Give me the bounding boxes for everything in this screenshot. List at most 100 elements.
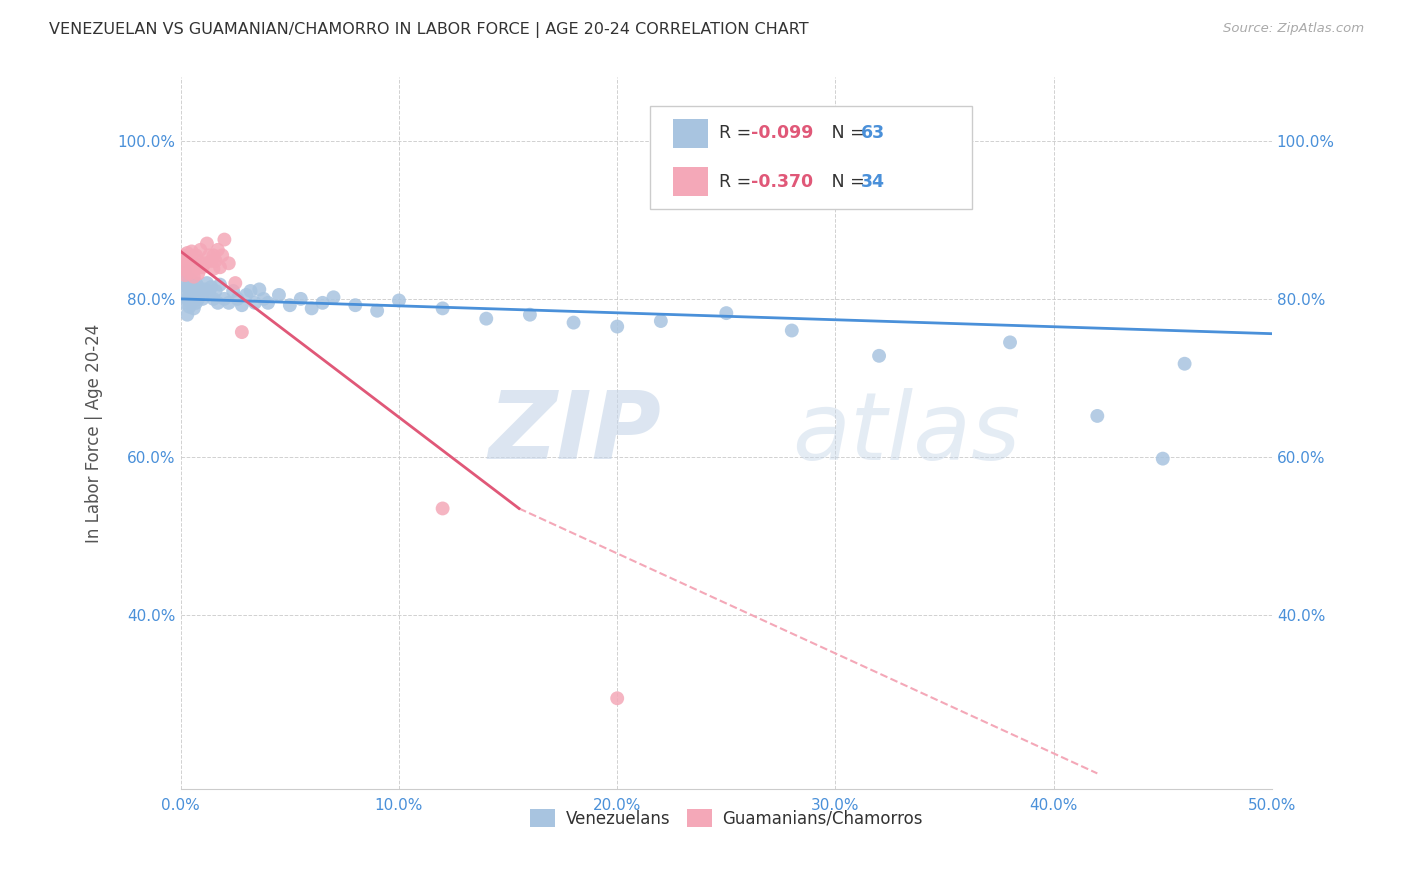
Point — [176, 246, 198, 260]
Point — [174, 284, 197, 298]
Point — [214, 292, 236, 306]
Point — [388, 293, 411, 308]
Point — [184, 296, 207, 310]
Point — [198, 285, 221, 300]
Text: R =: R = — [718, 125, 756, 143]
Point — [1152, 451, 1174, 466]
Point — [200, 280, 222, 294]
Point — [207, 243, 229, 257]
Point — [180, 288, 202, 302]
Point — [267, 288, 290, 302]
Point — [180, 296, 202, 310]
Point — [344, 298, 367, 312]
Point — [432, 501, 454, 516]
Point — [606, 319, 628, 334]
Point — [180, 277, 202, 292]
Point — [172, 276, 194, 290]
Point — [202, 292, 225, 306]
Point — [176, 308, 198, 322]
Point — [180, 244, 202, 259]
Point — [190, 243, 212, 257]
Point — [290, 292, 312, 306]
Point — [239, 284, 262, 298]
Point — [179, 285, 201, 300]
Point — [998, 335, 1021, 350]
Point — [172, 296, 194, 310]
Point — [202, 248, 225, 262]
Text: -0.099: -0.099 — [751, 125, 814, 143]
Point — [194, 256, 217, 270]
Point — [475, 311, 498, 326]
Point — [231, 298, 253, 312]
Point — [780, 324, 803, 338]
Text: 63: 63 — [860, 125, 884, 143]
Point — [184, 261, 207, 276]
FancyBboxPatch shape — [673, 167, 707, 196]
Text: ZIP: ZIP — [488, 387, 661, 479]
Point — [301, 301, 323, 316]
Point — [172, 248, 194, 262]
Point — [204, 284, 226, 298]
Point — [226, 292, 249, 306]
Point — [174, 268, 197, 282]
Point — [183, 256, 205, 270]
Point — [207, 296, 229, 310]
Text: atlas: atlas — [792, 388, 1019, 479]
Point — [204, 254, 226, 268]
Point — [1085, 409, 1108, 423]
Point — [716, 306, 738, 320]
Point — [172, 261, 194, 276]
Point — [650, 314, 672, 328]
Point — [187, 267, 209, 281]
Point — [322, 290, 344, 304]
Point — [214, 233, 236, 247]
Point — [180, 259, 202, 273]
Text: N =: N = — [814, 125, 870, 143]
Point — [176, 260, 198, 275]
FancyBboxPatch shape — [650, 106, 972, 209]
Point — [218, 296, 240, 310]
Point — [222, 284, 245, 298]
Point — [202, 261, 225, 276]
Point — [366, 303, 388, 318]
Point — [176, 280, 198, 294]
Point — [183, 269, 205, 284]
Point — [211, 248, 233, 262]
Point — [183, 301, 205, 316]
Point — [195, 236, 218, 251]
Point — [195, 276, 218, 290]
Point — [1174, 357, 1197, 371]
Point — [191, 292, 214, 306]
Text: R =: R = — [718, 172, 756, 191]
Point — [247, 282, 270, 296]
Point — [191, 260, 214, 275]
Text: Source: ZipAtlas.com: Source: ZipAtlas.com — [1223, 22, 1364, 36]
Point — [218, 256, 240, 270]
Point — [179, 254, 201, 268]
Point — [235, 288, 257, 302]
Y-axis label: In Labor Force | Age 20-24: In Labor Force | Age 20-24 — [86, 324, 103, 543]
Point — [187, 280, 209, 294]
Legend: Venezuelans, Guamanians/Chamorros: Venezuelans, Guamanians/Chamorros — [524, 803, 929, 834]
Point — [253, 292, 276, 306]
Text: 34: 34 — [860, 172, 884, 191]
Point — [868, 349, 890, 363]
Point — [311, 296, 333, 310]
Point — [176, 292, 198, 306]
Point — [184, 248, 207, 262]
Point — [278, 298, 301, 312]
Point — [187, 292, 209, 306]
Point — [200, 254, 222, 268]
Point — [179, 300, 201, 314]
Point — [174, 264, 197, 278]
Point — [432, 301, 454, 316]
Point — [179, 272, 201, 286]
Text: VENEZUELAN VS GUAMANIAN/CHAMORRO IN LABOR FORCE | AGE 20-24 CORRELATION CHART: VENEZUELAN VS GUAMANIAN/CHAMORRO IN LABO… — [49, 22, 808, 38]
Point — [208, 277, 231, 292]
Point — [257, 296, 280, 310]
Point — [562, 316, 585, 330]
Point — [243, 296, 266, 310]
Text: -0.370: -0.370 — [751, 172, 814, 191]
Point — [606, 691, 628, 706]
Point — [224, 276, 246, 290]
